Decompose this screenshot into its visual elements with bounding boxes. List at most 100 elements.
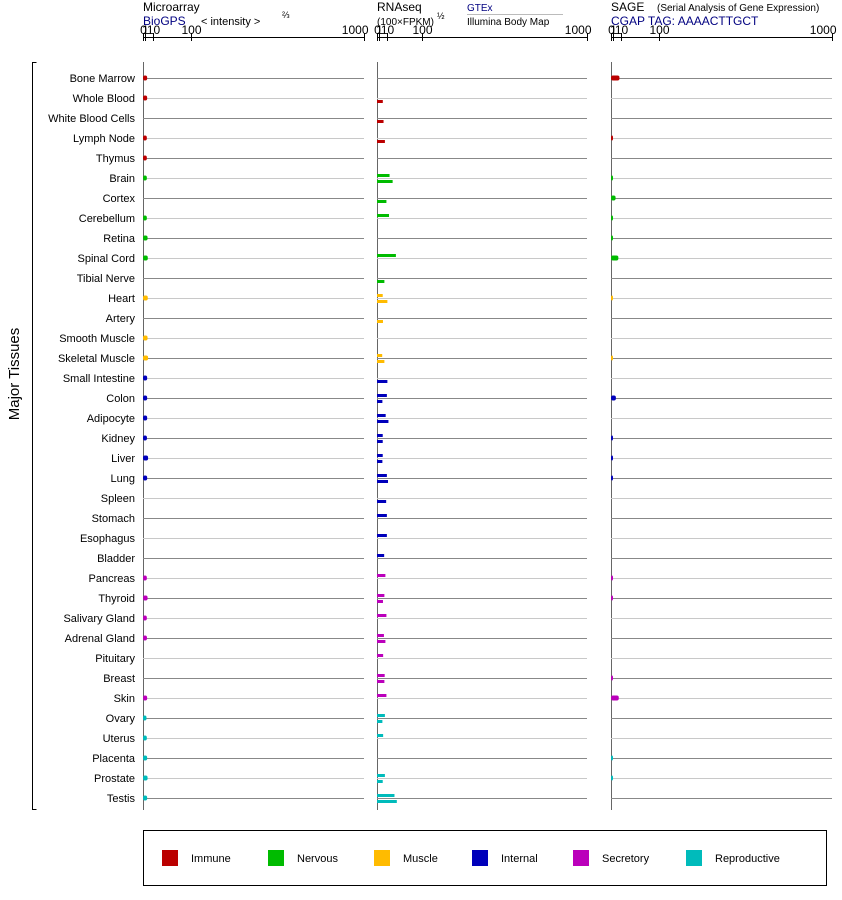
microarray-bar <box>143 335 148 341</box>
microarray-bar <box>143 395 148 401</box>
tissue-label: Tibial Nerve <box>77 273 135 285</box>
rnaseq-gtex-bar <box>377 254 396 257</box>
tissue-label: Salivary Gland <box>63 613 135 625</box>
rnaseq-header: RNAseq (100×FPKM) ½ GTEx Illumina Body M… <box>377 0 563 28</box>
rnaseq-tick-label: 1000 <box>565 23 592 37</box>
microarray-bar <box>143 635 147 641</box>
tissue-label: Retina <box>103 233 136 245</box>
microarray-bar <box>143 475 148 481</box>
microarray-bar <box>143 355 149 361</box>
y-axis-label: Major Tissues <box>6 328 23 421</box>
rnaseq-gtex-bar <box>377 594 385 597</box>
microarray-bar <box>143 795 148 801</box>
legend-swatch-muscle <box>374 850 390 866</box>
microarray-bar <box>143 75 148 81</box>
sage-bar <box>611 675 613 681</box>
legend-swatch-reproductive <box>686 850 702 866</box>
rnaseq-ibm-bar <box>377 600 383 603</box>
legend-swatch-immune <box>162 850 178 866</box>
tissue-label: White Blood Cells <box>48 113 135 125</box>
tissue-label: Uterus <box>103 733 136 745</box>
microarray-bar <box>143 775 148 781</box>
microarray-title: Microarray <box>143 0 200 14</box>
microarray-bar <box>143 95 148 101</box>
tissue-label: Whole Blood <box>73 93 135 105</box>
tissue-label: Colon <box>106 393 135 405</box>
rnaseq-gtex-bar <box>377 614 387 617</box>
tissue-label: Bone Marrow <box>70 73 135 85</box>
rnaseq-ibm-bar <box>377 180 393 183</box>
microarray-bar <box>143 375 148 381</box>
sage-bar <box>611 775 613 781</box>
microarray-bar <box>143 595 148 601</box>
microarray-bar <box>143 295 148 301</box>
sage-tag-link[interactable]: CGAP TAG: AAAACTTGCT <box>611 14 759 28</box>
rnaseq-gtex-bar <box>377 514 387 517</box>
tissue-label: Bladder <box>97 553 135 565</box>
microarray-tick-label: 100 <box>181 23 201 37</box>
legend-swatch-nervous <box>268 850 284 866</box>
microarray-source-link[interactable]: BioGPS <box>143 14 186 28</box>
rnaseq-gtex-bar <box>377 774 385 777</box>
tissue-label: Heart <box>108 293 135 305</box>
sage-bar <box>611 475 613 481</box>
microarray-bar <box>143 575 147 581</box>
sage-tick-label: 10 <box>615 23 629 37</box>
rnaseq-title: RNAseq <box>377 0 422 14</box>
microarray-bar <box>143 255 148 261</box>
tissue-label: Prostate <box>94 773 135 785</box>
rnaseq-gtex-bar <box>377 394 387 397</box>
rnaseq-gtex-bar <box>377 794 395 797</box>
tissue-label: Cerebellum <box>79 213 135 225</box>
rnaseq-ibm-bar <box>377 280 385 283</box>
tissue-label: Breast <box>103 673 135 685</box>
microarray-bar <box>143 695 148 701</box>
sage-bar <box>611 235 613 241</box>
sage-bar <box>611 695 619 701</box>
microarray-unit-exp: ⅔ <box>282 10 290 20</box>
rnaseq-ibm-bar <box>377 780 383 783</box>
legend-label-nervous: Nervous <box>297 853 338 865</box>
sage-bar <box>611 395 616 401</box>
microarray-bar <box>143 615 147 621</box>
legend-label-reproductive: Reproductive <box>715 853 780 865</box>
microarray-unit: < intensity > <box>201 16 260 28</box>
sage-bar <box>611 75 620 81</box>
rnaseq-ibm-bar <box>377 800 397 803</box>
tissue-label: Liver <box>111 453 135 465</box>
microarray-bar <box>143 715 147 721</box>
tissue-label: Smooth Muscle <box>59 333 135 345</box>
rnaseq-gtex-bar <box>377 634 384 637</box>
microarray-bar <box>143 435 147 441</box>
tissue-label: Cortex <box>103 193 136 205</box>
sage-title: SAGE <box>611 0 644 14</box>
rnaseq-source-gtex[interactable]: GTEx <box>467 3 493 14</box>
tissue-labels: Bone Marrow Whole Blood White Blood Cells L… <box>48 73 136 805</box>
microarray-bar <box>143 455 149 461</box>
microarray-bar <box>143 235 148 241</box>
rnaseq-tick-label: 10 <box>381 23 395 37</box>
tissue-label: Brain <box>109 173 135 185</box>
tissue-label: Lymph Node <box>73 133 135 145</box>
rnaseq-gtex-bar <box>377 714 385 717</box>
rnaseq-gtex-bar <box>377 534 387 537</box>
rnaseq-gtex-bar <box>377 554 385 557</box>
rnaseq-ibm-bar <box>377 200 387 203</box>
microarray-tick-label: 1000 <box>342 23 369 37</box>
expression-bars <box>143 75 620 803</box>
sage-bar <box>611 295 613 301</box>
rnaseq-gtex-bar <box>377 694 387 697</box>
rnaseq-unit: (100×FPKM) <box>377 17 434 28</box>
tissue-label: Testis <box>107 793 136 805</box>
tissue-label: Stomach <box>92 513 135 525</box>
sage-bar <box>611 455 613 461</box>
rnaseq-ibm-bar <box>377 680 385 683</box>
tissue-label: Adrenal Gland <box>65 633 135 645</box>
legend-swatch-internal <box>472 850 488 866</box>
tissue-label: Lung <box>111 473 135 485</box>
rnaseq-tick-label: 1 <box>376 23 383 37</box>
rnaseq-ibm-bar <box>377 300 388 303</box>
rnaseq-unit-exp: ½ <box>437 11 445 21</box>
microarray-bar <box>143 135 147 141</box>
